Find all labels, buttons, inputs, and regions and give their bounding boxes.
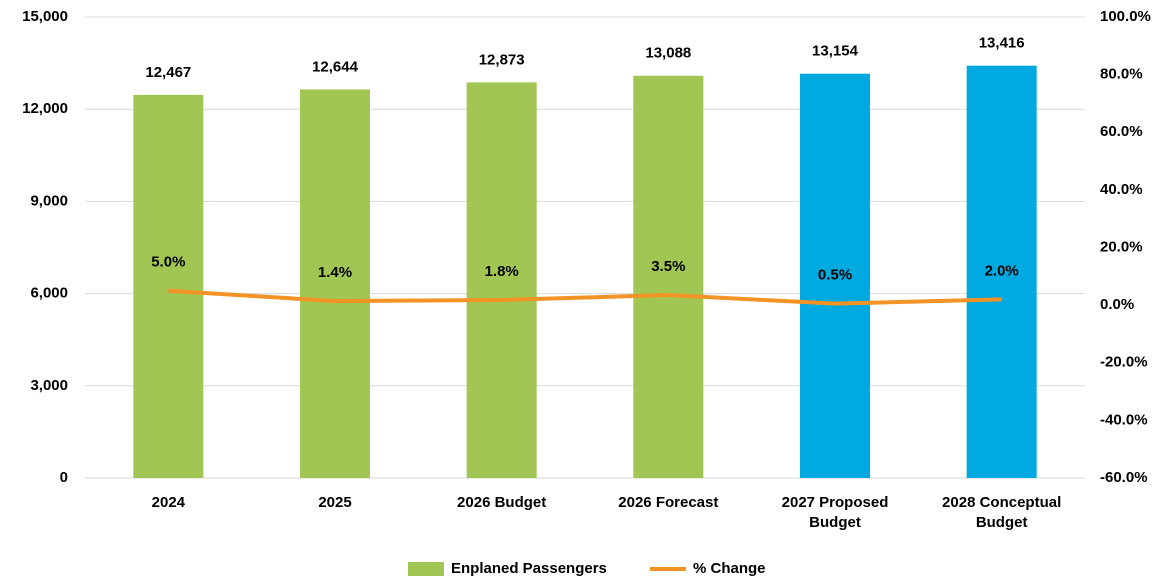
legend-label: % Change [693,560,766,577]
bar-value-label: 13,416 [979,35,1025,52]
y-tick-label: 9,000 [30,192,68,209]
line-value-label: 1.4% [318,264,352,281]
legend-label: Enplaned Passengers [451,560,607,577]
line-value-label: 2.0% [985,262,1019,279]
line [168,288,1002,306]
line-value-label: 3.5% [651,258,685,275]
y-tick-label: 6,000 [30,285,68,302]
x-tick-label: 2025 [318,494,352,511]
y2-tick-label: 0.0% [1100,296,1134,313]
y2-tick-label: 60.0% [1100,123,1143,140]
y2-tick-label: 40.0% [1100,181,1143,198]
x-tick-label: 2028 Conceptual Budget [942,494,1062,531]
x-tick-label: 2024 [151,494,186,511]
legend-swatch [408,562,444,576]
bar-value-label: 12,644 [312,58,359,75]
y2-tick-label: 100.0% [1100,8,1151,25]
y-tick-label: 3,000 [30,377,68,394]
bar [966,65,1037,478]
bar-value-label: 13,154 [812,43,859,60]
y-tick-label: 0 [60,469,68,486]
bar [300,89,370,479]
bar-value-label: 12,467 [145,64,191,81]
y2-tick-label: 20.0% [1100,238,1143,255]
bar-value-label: 13,088 [645,45,691,62]
y2-tick-label: -40.0% [1100,411,1148,428]
line-value-label: 5.0% [151,254,185,271]
y2-tick-label: 80.0% [1100,66,1143,83]
x-tick-label: 2026 Budget [457,494,547,511]
bar [466,82,537,478]
line-value-label: 1.8% [485,263,519,280]
bar [800,73,870,478]
bar [633,75,704,478]
x-tick-label: 2027 Proposed Budget [781,494,889,531]
x-tick-label: 2026 Forecast [618,494,719,511]
y2-tick-label: -60.0% [1100,469,1148,486]
line-value-label: 0.5% [818,267,852,284]
y-tick-label: 12,000 [22,100,68,117]
bar-value-label: 12,873 [479,51,525,68]
y-tick-label: 15,000 [22,8,68,25]
bar [133,94,204,478]
y2-tick-label: -20.0% [1100,354,1148,371]
